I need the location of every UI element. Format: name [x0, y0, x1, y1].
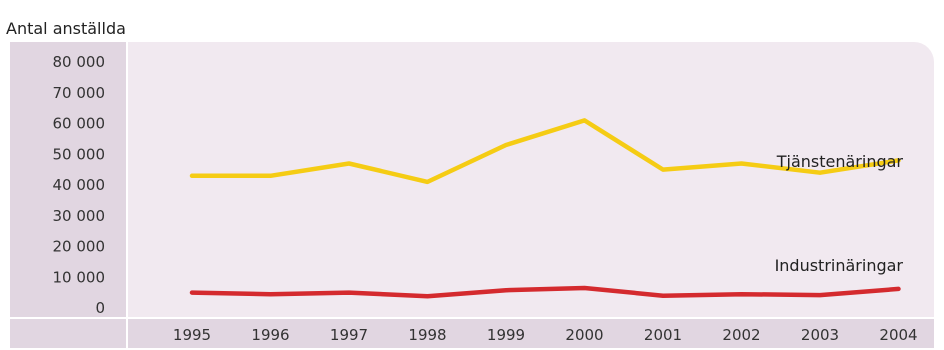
y-tick-label: 50 000: [53, 145, 106, 163]
x-tick-label: 2003: [801, 326, 839, 344]
x-tick-label: 2002: [722, 326, 760, 344]
series-line-industrinaringar: [189, 285, 901, 299]
x-tick-label: 2001: [644, 326, 682, 344]
series-lines: [189, 118, 901, 299]
series-label-tjanstenaringar: Tjänstenäringar: [776, 152, 904, 171]
x-tick-label: 1998: [408, 326, 446, 344]
series-line-tjanstenaringar: [189, 118, 901, 185]
x-tick-label: 2000: [565, 326, 603, 344]
y-tick-label: 30 000: [53, 207, 106, 225]
x-tick-label: 1999: [487, 326, 525, 344]
x-axis-band: [10, 318, 934, 348]
series-label-industrinaringar: Industrinäringar: [775, 256, 904, 275]
plot-background: [10, 42, 934, 348]
y-tick-label: 0: [95, 299, 105, 317]
y-tick-label: 40 000: [53, 176, 106, 194]
y-tick-label: 70 000: [53, 84, 106, 102]
y-tick-label: 20 000: [53, 238, 106, 256]
y-tick-label: 60 000: [53, 115, 106, 133]
y-axis-band: [10, 42, 126, 318]
y-tick-label: 80 000: [53, 53, 106, 71]
y-axis-title: Antal anställda: [6, 19, 126, 38]
x-tick-label: 1995: [173, 326, 211, 344]
y-axis-ticks: 80 000 70 000 60 000 50 000 40 000 30 000 20 0…: [53, 53, 106, 317]
x-axis-ticks: 1995 1996 1997 1998 1999 2000 2001 2002 2003 2004: [173, 326, 918, 344]
y-tick-label: 10 000: [53, 268, 106, 286]
x-tick-label: 2004: [879, 326, 917, 344]
x-tick-label: 1996: [251, 326, 289, 344]
x-tick-label: 1997: [330, 326, 368, 344]
